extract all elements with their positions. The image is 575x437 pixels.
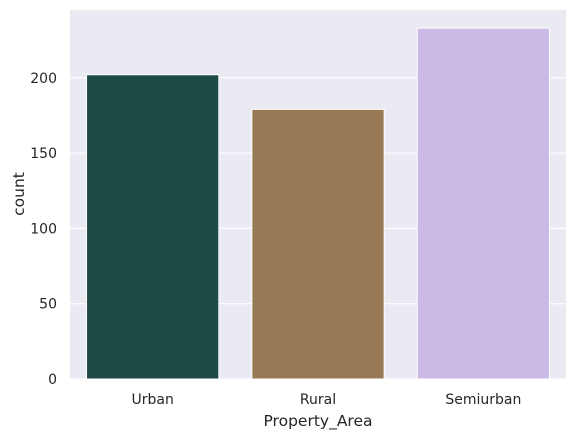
x-tick-label: Urban — [131, 392, 173, 408]
bars — [86, 27, 550, 380]
x-tick-label: Rural — [300, 392, 336, 408]
x-axis-label: Property_Area — [263, 412, 372, 431]
y-tick-label: 100 — [30, 221, 57, 237]
y-tick-label: 50 — [39, 297, 57, 313]
x-tick-label: Semiurban — [445, 392, 521, 408]
bar-urban — [86, 74, 220, 380]
bar-semiurban — [416, 27, 550, 380]
y-tick-label: 0 — [48, 372, 57, 388]
bar-rural — [251, 108, 385, 380]
y-tick-labels: 0 50 100 150 200 — [30, 71, 57, 388]
y-tick-label: 150 — [30, 146, 57, 162]
y-tick-label: 200 — [30, 71, 57, 87]
y-axis-label: count — [10, 172, 28, 216]
x-tick-labels: Urban Rural Semiurban — [131, 392, 521, 408]
